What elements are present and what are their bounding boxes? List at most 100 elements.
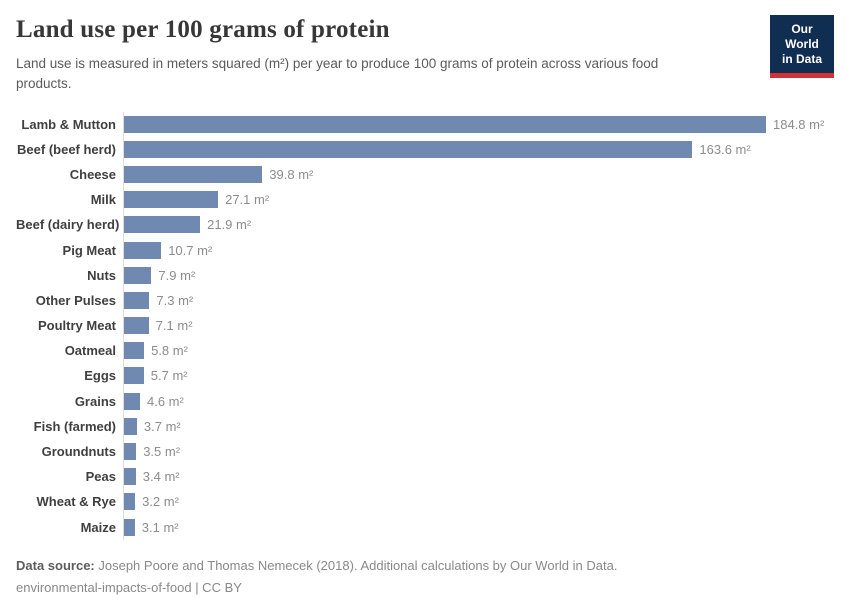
bar-value: 5.8 m² bbox=[151, 343, 188, 359]
bar[interactable] bbox=[124, 140, 693, 158]
bar-track: 3.1 m² bbox=[123, 514, 834, 540]
bar-label: Wheat & Rye bbox=[36, 494, 116, 510]
bar-track: 7.3 m² bbox=[123, 287, 834, 313]
bar[interactable] bbox=[124, 241, 162, 259]
bar[interactable] bbox=[124, 165, 263, 183]
bar-label: Pig Meat bbox=[62, 242, 116, 258]
bar-row: Eggs 5.7 m² bbox=[16, 363, 834, 389]
bar-track: 3.7 m² bbox=[123, 413, 834, 439]
bar-label: Nuts bbox=[87, 267, 116, 283]
bar-track: 21.9 m² bbox=[123, 212, 834, 238]
page-title: Land use per 100 grams of protein bbox=[16, 16, 390, 43]
bar-track: 39.8 m² bbox=[123, 161, 834, 188]
bar-label: Groundnuts bbox=[41, 444, 116, 460]
bar-row: Pig Meat 10.7 m² bbox=[16, 237, 834, 263]
bar-label: Cheese bbox=[69, 166, 116, 182]
bar-label: Oatmeal bbox=[64, 343, 116, 359]
bar-row: Maize 3.1 m² bbox=[16, 514, 834, 540]
bar-row: Oatmeal 5.8 m² bbox=[16, 338, 834, 364]
bar[interactable] bbox=[124, 443, 137, 461]
owid-logo[interactable]: Our World in Data bbox=[770, 15, 834, 78]
header-text: Land use per 100 grams of protein Land u… bbox=[16, 15, 716, 95]
bar-label: Beef (dairy herd) bbox=[16, 217, 120, 233]
bar[interactable] bbox=[124, 291, 150, 309]
bar-value: 163.6 m² bbox=[699, 141, 751, 157]
bar-value: 7.1 m² bbox=[155, 318, 193, 334]
bar[interactable] bbox=[124, 317, 149, 335]
bar-label: Fish (farmed) bbox=[33, 418, 116, 434]
bar-label: Grains bbox=[74, 393, 116, 409]
footer: Data source: Joseph Poore and Thomas Nem… bbox=[16, 555, 834, 599]
bar[interactable] bbox=[124, 115, 766, 133]
bar-value: 27.1 m² bbox=[225, 192, 270, 208]
bar-label: Eggs bbox=[84, 368, 116, 384]
bar-track: 7.9 m² bbox=[123, 262, 834, 288]
bar-value: 10.7 m² bbox=[168, 242, 213, 258]
bar-track: 27.1 m² bbox=[123, 187, 834, 213]
bar[interactable] bbox=[124, 468, 136, 486]
chart-subtitle: Land use is measured in meters squared (… bbox=[16, 56, 659, 92]
bar-value: 3.7 m² bbox=[143, 418, 181, 434]
bar-row: Other Pulses 7.3 m² bbox=[16, 287, 834, 313]
bar-value: 7.3 m² bbox=[156, 292, 194, 308]
bar-label: Milk bbox=[90, 192, 116, 208]
bar-label: Maize bbox=[80, 519, 116, 535]
bar-value: 184.8 m² bbox=[773, 116, 825, 132]
owid-logo-stripe bbox=[770, 73, 834, 78]
bar-row: Wheat & Rye 3.2 m² bbox=[16, 489, 834, 515]
bar-row: Grains 4.6 m² bbox=[16, 388, 834, 414]
footer-source-line: Data source: Joseph Poore and Thomas Nem… bbox=[16, 555, 834, 577]
bar-label: Poultry Meat bbox=[37, 318, 116, 334]
bar[interactable] bbox=[124, 342, 145, 360]
bar-label: Peas bbox=[85, 469, 116, 485]
bar-value: 3.2 m² bbox=[142, 494, 179, 510]
bar-row: Groundnuts 3.5 m² bbox=[16, 438, 834, 465]
bar-value: 7.9 m² bbox=[158, 267, 196, 283]
owid-logo-line2: in Data bbox=[781, 52, 822, 66]
bar-rows: Lamb & Mutton 184.8 m² Beef (beef herd) … bbox=[16, 111, 834, 540]
bar[interactable] bbox=[124, 518, 135, 536]
bar[interactable] bbox=[124, 266, 152, 284]
bar-track: 3.5 m² bbox=[123, 438, 834, 465]
bar-track: 3.2 m² bbox=[123, 489, 834, 515]
bar[interactable] bbox=[124, 392, 140, 410]
bar-row: Beef (beef herd) 163.6 m² bbox=[16, 136, 834, 162]
bar-value: 5.7 m² bbox=[150, 368, 188, 384]
bar-track: 10.7 m² bbox=[123, 237, 834, 263]
bar-row: Peas 3.4 m² bbox=[16, 464, 834, 490]
bar-row: Poultry Meat 7.1 m² bbox=[16, 313, 834, 339]
bar-track: 3.4 m² bbox=[123, 464, 834, 490]
bar[interactable] bbox=[124, 493, 136, 511]
bar-row: Nuts 7.9 m² bbox=[16, 262, 834, 288]
bar-track: 5.7 m² bbox=[123, 363, 834, 389]
bar-label: Lamb & Mutton bbox=[21, 116, 116, 132]
bar-track: 184.8 m² bbox=[123, 111, 834, 137]
bar-value: 3.4 m² bbox=[142, 469, 180, 485]
bar-label: Other Pulses bbox=[35, 292, 116, 308]
bar-value: 3.5 m² bbox=[143, 444, 181, 460]
bar-track: 7.1 m² bbox=[123, 313, 834, 339]
owid-logo-text: Our World in Data bbox=[770, 15, 834, 73]
footer-source-label: Data source: bbox=[16, 557, 95, 573]
bar[interactable] bbox=[124, 367, 144, 385]
bar[interactable] bbox=[124, 216, 201, 234]
bar-value: 21.9 m² bbox=[207, 217, 252, 233]
bar[interactable] bbox=[124, 191, 219, 209]
bar-row: Cheese 39.8 m² bbox=[16, 161, 834, 188]
bar-value: 4.6 m² bbox=[147, 393, 184, 409]
footer-license-line[interactable]: environmental-impacts-of-food | CC BY bbox=[16, 579, 242, 595]
bar-value: 39.8 m² bbox=[269, 166, 314, 182]
bar-track: 4.6 m² bbox=[123, 388, 834, 414]
header: Land use per 100 grams of protein Land u… bbox=[16, 15, 834, 95]
bar[interactable] bbox=[124, 417, 137, 435]
bar-track: 163.6 m² bbox=[123, 136, 834, 162]
bar-row: Lamb & Mutton 184.8 m² bbox=[16, 111, 834, 137]
bar-chart: Lamb & Mutton 184.8 m² Beef (beef herd) … bbox=[16, 111, 834, 540]
bar-track: 5.8 m² bbox=[123, 338, 834, 364]
bar-row: Milk 27.1 m² bbox=[16, 187, 834, 213]
bar-label: Beef (beef herd) bbox=[17, 141, 116, 157]
footer-source-text: Joseph Poore and Thomas Nemecek (2018). … bbox=[94, 557, 618, 573]
bar-row: Beef (dairy herd) 21.9 m² bbox=[16, 212, 834, 238]
bar-row: Fish (farmed) 3.7 m² bbox=[16, 413, 834, 439]
